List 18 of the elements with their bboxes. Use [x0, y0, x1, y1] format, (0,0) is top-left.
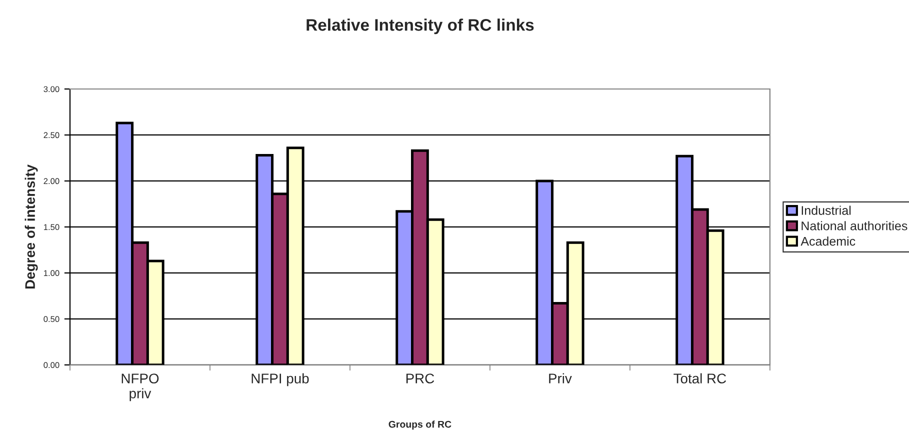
y-tick-label: 0.50 [44, 316, 60, 322]
x-tick-label: Priv [549, 373, 572, 384]
x-tick-label: PRC [406, 374, 434, 384]
legend-label: National authorities [802, 221, 908, 230]
y-tick-label: 2.00 [44, 178, 60, 184]
chart-title: Relative Intensity of RC links [306, 18, 534, 34]
x-tick-label: NFPI pub [252, 373, 309, 386]
legend-label: Industrial [802, 206, 851, 215]
x-tick-label: NFPO priv [122, 374, 159, 402]
y-tick-label: 1.00 [44, 270, 60, 276]
y-tick-label: 0.00 [44, 362, 60, 368]
y-tick-label: 2.50 [44, 132, 60, 138]
y-tick-label: 1.50 [44, 224, 60, 230]
legend-label: Academic [800, 236, 856, 246]
y-axis-title: Degree of intensity [24, 164, 38, 289]
x-tick-label: Total RC [674, 373, 726, 384]
x-axis-title: Groups of RC [388, 420, 452, 430]
y-tick-label: 3.00 [44, 86, 60, 92]
